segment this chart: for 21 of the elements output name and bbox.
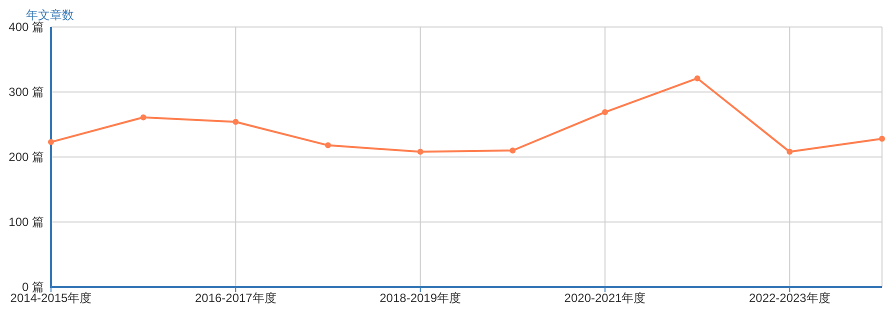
point bbox=[325, 142, 331, 148]
y-tick-label: 300 篇 bbox=[8, 85, 44, 99]
point bbox=[510, 148, 516, 154]
x-tick-label: 2014-2015年度 bbox=[10, 291, 92, 305]
y-tick-label: 400 篇 bbox=[8, 20, 44, 34]
y-tick-label: 0 篇 bbox=[22, 280, 44, 294]
x-tick-label: 2016-2017年度 bbox=[194, 291, 276, 305]
x-tick-label: 2022-2023年度 bbox=[748, 291, 830, 305]
point bbox=[879, 136, 885, 142]
point bbox=[602, 109, 608, 116]
point bbox=[232, 118, 239, 125]
x-tick-label: 2020-2021年度 bbox=[564, 291, 646, 305]
point bbox=[417, 148, 424, 155]
y-axis-title: 年文章数 bbox=[26, 8, 74, 22]
point bbox=[48, 139, 54, 146]
y-tick-label: 200 篇 bbox=[8, 150, 44, 164]
point bbox=[140, 114, 146, 120]
point bbox=[694, 75, 700, 82]
x-tick-label: 2018-2019年度 bbox=[380, 291, 462, 305]
point bbox=[786, 148, 793, 155]
y-tick-label: 100 篇 bbox=[8, 215, 44, 229]
